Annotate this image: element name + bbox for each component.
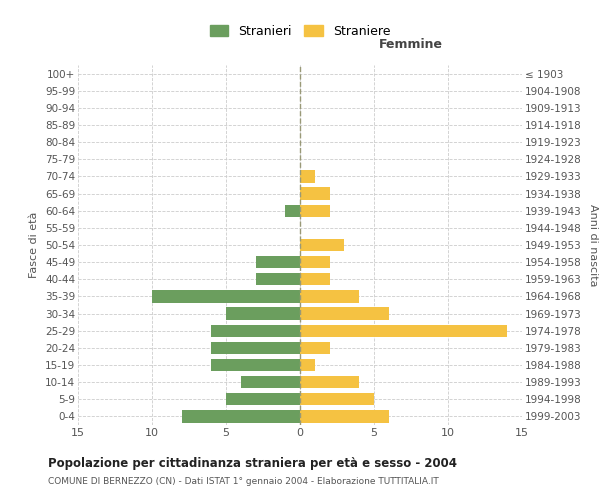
Bar [300,290,359,302]
Bar [241,376,300,388]
Text: Popolazione per cittadinanza straniera per età e sesso - 2004: Popolazione per cittadinanza straniera p… [48,458,457,470]
Text: COMUNE DI BERNEZZO (CN) - Dati ISTAT 1° gennaio 2004 - Elaborazione TUTTITALIA.I: COMUNE DI BERNEZZO (CN) - Dati ISTAT 1° … [48,478,439,486]
Bar [300,256,329,268]
Legend: Stranieri, Straniere: Stranieri, Straniere [206,21,394,42]
Bar [182,410,300,422]
Bar [211,342,300,354]
Bar [152,290,300,302]
Bar [226,393,300,406]
Bar [300,273,329,285]
Bar [300,324,507,337]
Bar [300,188,329,200]
Bar [300,393,374,406]
Bar [300,170,315,182]
Bar [285,204,300,217]
Bar [300,239,344,251]
Bar [300,359,315,371]
Y-axis label: Fasce di età: Fasce di età [29,212,40,278]
Bar [211,359,300,371]
Bar [300,342,329,354]
Bar [300,308,389,320]
Y-axis label: Anni di nascita: Anni di nascita [588,204,598,286]
Bar [256,273,300,285]
Bar [300,410,389,422]
Bar [226,308,300,320]
Bar [211,324,300,337]
Text: Femmine: Femmine [379,38,443,51]
Bar [300,204,329,217]
Bar [300,376,359,388]
Bar [256,256,300,268]
